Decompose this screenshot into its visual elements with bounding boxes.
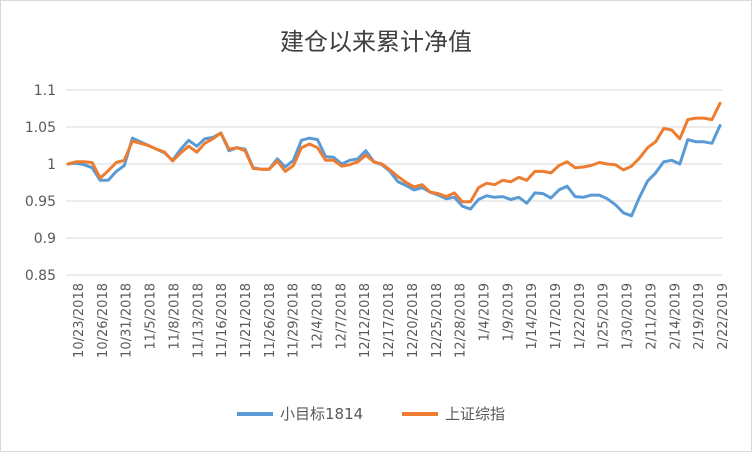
x-tick-label: 1/9/2019 xyxy=(501,283,516,341)
y-tick-label: 0.95 xyxy=(25,194,56,210)
x-tick-label: 12/17/2018 xyxy=(382,283,397,358)
legend: 小目标1814 上证综指 xyxy=(237,405,505,423)
y-tick-label: 0.85 xyxy=(25,268,56,284)
gridlines xyxy=(66,89,722,276)
x-tick-label: 2/11/2019 xyxy=(644,283,659,350)
x-tick-label: 12/20/2018 xyxy=(406,283,421,358)
x-tick-label: 12/28/2018 xyxy=(454,283,469,358)
x-tick-label: 11/8/2018 xyxy=(167,283,182,350)
x-tick-label: 11/5/2018 xyxy=(144,283,159,350)
x-tick-label: 11/29/2018 xyxy=(287,283,302,358)
x-tick-label: 12/4/2018 xyxy=(311,283,326,350)
x-tick-label: 12/12/2018 xyxy=(358,283,373,358)
x-tick-label: 12/7/2018 xyxy=(334,283,349,350)
x-tick-label: 2/22/2019 xyxy=(716,283,731,350)
x-tick-label: 11/26/2018 xyxy=(263,283,278,358)
series-lines xyxy=(66,101,722,218)
x-tick-label: 10/31/2018 xyxy=(120,283,135,358)
y-tick-label: 1 xyxy=(47,157,56,173)
x-tick-label: 12/25/2018 xyxy=(430,283,445,358)
y-tick-label: 1.1 xyxy=(34,83,56,99)
x-tick-label: 1/25/2019 xyxy=(597,283,612,350)
x-tick-label: 2/14/2019 xyxy=(668,283,683,350)
legend-label-0: 小目标1814 xyxy=(280,405,363,423)
chart-title: 建仓以来累计净值 xyxy=(280,28,472,56)
y-tick-label: 1.05 xyxy=(25,120,56,136)
x-tick-label: 11/21/2018 xyxy=(239,283,254,358)
x-tick-label: 1/4/2019 xyxy=(477,283,492,341)
x-tick-label: 11/13/2018 xyxy=(191,283,206,358)
x-tick-label: 2/19/2019 xyxy=(692,283,707,350)
x-tick-label: 1/22/2019 xyxy=(573,283,588,350)
x-tick-label: 1/17/2019 xyxy=(549,283,564,350)
y-tick-label: 0.9 xyxy=(34,231,56,247)
x-tick-label: 1/30/2019 xyxy=(621,283,636,350)
series-line-1 xyxy=(66,101,722,204)
series-line-0 xyxy=(66,124,722,218)
x-tick-label: 11/16/2018 xyxy=(215,283,230,358)
legend-label-1: 上证综指 xyxy=(445,405,505,423)
x-axis-ticks: 10/23/2018 10/26/2018 10/31/2018 11/5/2018 1… xyxy=(72,283,731,358)
y-axis-ticks: 1.1 1.05 1 0.95 0.9 0.85 xyxy=(25,83,56,284)
x-tick-label: 10/23/2018 xyxy=(72,283,87,358)
x-tick-label: 10/26/2018 xyxy=(96,283,111,358)
x-tick-label: 1/14/2019 xyxy=(525,283,540,350)
